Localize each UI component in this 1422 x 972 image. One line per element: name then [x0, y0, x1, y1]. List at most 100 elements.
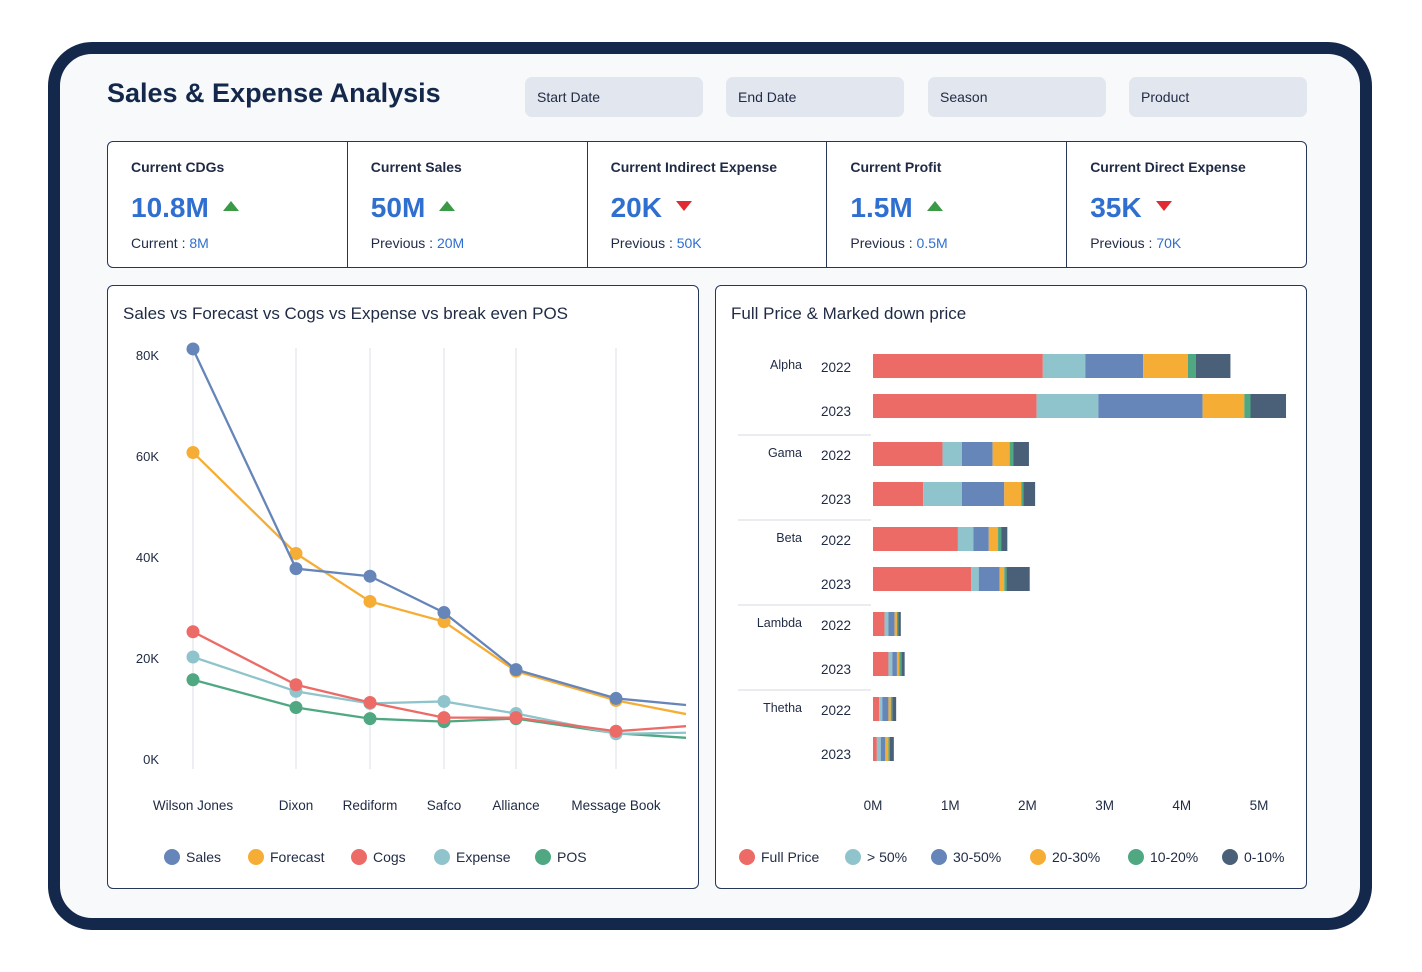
trend-up-icon [222, 201, 239, 211]
group-label-gama: Gama [768, 446, 802, 460]
bar-segment-thetha-2022 [879, 697, 883, 721]
bar-segment-lambda-2022 [896, 612, 899, 636]
legend-marker [845, 849, 861, 865]
kpi-sub-label: Previous : [850, 235, 917, 251]
x-tick-label: Wilson Jones [153, 798, 234, 813]
bar-segment-gama-2023 [1023, 482, 1036, 506]
product-filter[interactable]: Product [1129, 77, 1307, 117]
x-tick-label: 2M [1018, 798, 1037, 813]
bar-segment-gama-2023 [961, 482, 1005, 506]
group-label-lambda: Lambda [757, 616, 802, 630]
year-label: 2022 [821, 533, 851, 548]
bar-segment-beta-2023 [1004, 567, 1007, 591]
bar-segment-beta-2023 [971, 567, 979, 591]
bar-segment-gama-2023 [1004, 482, 1022, 506]
x-tick-label: Rediform [343, 798, 398, 813]
bar-segment-gama-2022 [1009, 442, 1014, 466]
bar-segment-beta-2023 [999, 567, 1005, 591]
x-tick-label: 5M [1250, 798, 1269, 813]
bar-segment-beta-2023 [873, 567, 972, 591]
kpi-sub-label: Previous : [370, 235, 437, 251]
bar-segment-lambda-2022 [894, 612, 897, 636]
y-tick-label: 40K [136, 550, 159, 565]
legend-label: > 50% [867, 849, 907, 865]
legend-label: Expense [456, 849, 511, 865]
bar-segment-thetha-2023 [873, 737, 877, 761]
bar-segment-thetha-2023 [880, 737, 886, 761]
bar-segment-gama-2022 [873, 442, 943, 466]
stacked-bar-chart: Alpha 2022 2023 Gama 2022 2023 Beta 2022 2023 Lam… [738, 354, 1287, 865]
kpi-title: Current Sales [370, 159, 462, 175]
x-tick-label: Safco [427, 798, 462, 813]
kpi-sub-value: 0.5M [916, 235, 948, 251]
start-date-filter[interactable]: Start Date [525, 77, 703, 117]
bar-segment-gama-2023 [873, 482, 924, 506]
page-title: Sales & Expense Analysis [107, 78, 441, 108]
year-label: 2022 [821, 618, 851, 633]
kpi-card-sales: Current Sales 50M Previous : 20M [348, 142, 588, 267]
line-chart: 80K 60K 40K 20K 0K Wilson Jones Dixon Rediform S… [136, 342, 687, 865]
bar-segment-thetha-2022 [888, 697, 891, 721]
bar-segment-beta-2022 [988, 527, 999, 551]
bar-segment-alpha-2023 [1202, 394, 1245, 418]
x-tick-label: 0M [864, 798, 883, 813]
end-date-filter[interactable]: End Date [726, 77, 904, 117]
bar-segment-gama-2023 [1021, 482, 1024, 506]
bar-segment-lambda-2022 [884, 612, 889, 636]
data-point-expense [186, 650, 200, 664]
kpi-sub-label: Previous : [1090, 235, 1157, 251]
kpi-card-indirect-expense: Current Indirect Expense 20K Previous : … [588, 142, 828, 267]
data-point-forecast [437, 615, 451, 629]
x-tick-label: Alliance [492, 798, 539, 813]
kpi-value: 35K [1090, 192, 1142, 223]
bar-chart-title: Full Price & Marked down price [731, 304, 967, 323]
bar-segment-thetha-2022 [882, 697, 889, 721]
bar-segment-beta-2022 [998, 527, 1002, 551]
bar-chart-panel: Full Price & Marked down price Alpha 2022… [715, 285, 1307, 889]
bar-segment-alpha-2022 [1042, 354, 1086, 378]
year-label: 2023 [821, 747, 851, 762]
line-chart-panel: Sales vs Forecast vs Cogs vs Expense vs … [107, 285, 699, 889]
bar-segment-thetha-2022 [873, 697, 880, 721]
year-label: 2022 [821, 703, 851, 718]
data-point-expense [437, 694, 451, 708]
kpi-title: Current CDGs [131, 159, 225, 175]
data-point-pos [289, 701, 303, 714]
kpi-card-profit: Current Profit 1.5M Previous : 0.5M [827, 142, 1068, 267]
x-tick-label: 3M [1095, 798, 1114, 813]
year-label: 2022 [821, 360, 851, 375]
legend-label: 30-50% [953, 849, 1001, 865]
data-point-cogs [186, 625, 200, 639]
kpi-sub-value: 20M [436, 235, 465, 251]
data-point-cogs [509, 711, 523, 725]
legend-label: POS [557, 849, 587, 865]
data-point-sales [509, 663, 523, 677]
bar-segment-lambda-2023 [896, 652, 900, 676]
kpi-row: Current CDGs 10.8M Current : 8M Current … [107, 141, 1307, 268]
bar-segment-thetha-2023 [888, 737, 890, 761]
bar-segment-thetha-2022 [890, 697, 893, 721]
kpi-title: Current Indirect Expense [610, 159, 778, 175]
kpi-sub-label: Current : [131, 235, 190, 251]
bar-segment-lambda-2023 [901, 652, 905, 676]
legend-label: Forecast [270, 849, 325, 865]
year-label: 2022 [821, 448, 851, 463]
trend-down-icon [1155, 201, 1172, 211]
kpi-sub-value: 50K [676, 235, 702, 251]
trend-up-icon [926, 201, 943, 211]
kpi-value: 1.5M [850, 192, 913, 223]
legend-label: 0-10% [1244, 849, 1284, 865]
bar-segment-gama-2023 [923, 482, 962, 506]
bar-segment-alpha-2023 [1250, 394, 1287, 418]
bar-segment-beta-2023 [1006, 567, 1030, 591]
y-tick-label: 20K [136, 651, 159, 666]
bar-segment-alpha-2022 [1187, 354, 1196, 378]
bar-segment-alpha-2022 [873, 354, 1043, 378]
x-tick-label: 4M [1172, 798, 1191, 813]
legend-label: Sales [186, 849, 221, 865]
data-point-forecast [289, 546, 303, 560]
season-filter[interactable]: Season [928, 77, 1106, 117]
trend-up-icon [439, 201, 456, 211]
year-label: 2023 [821, 662, 851, 677]
year-label: 2023 [821, 404, 851, 419]
